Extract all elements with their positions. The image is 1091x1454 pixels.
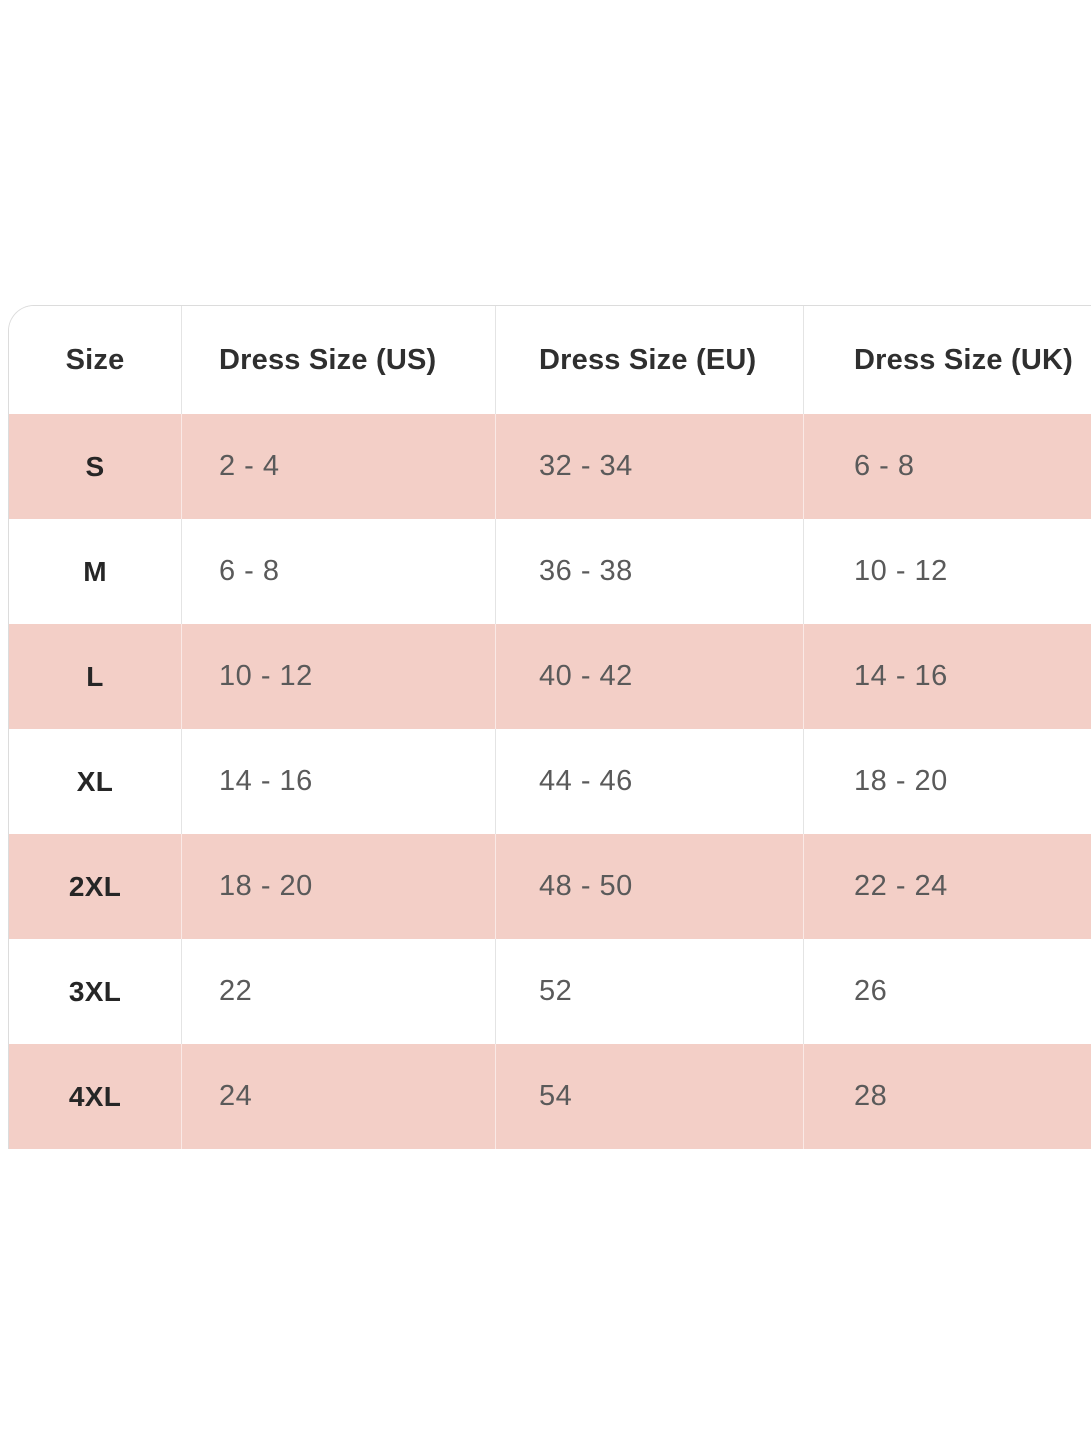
table-row-3xl: 3XL 22 52 26 [9,939,1091,1044]
table-row-4xl: 4XL 24 54 28 [9,1044,1091,1149]
us-cell: 18 - 20 [181,834,495,939]
us-cell: 6 - 8 [181,519,495,624]
uk-cell: 18 - 20 [803,729,1091,834]
eu-cell: 40 - 42 [495,624,803,729]
column-header-dress-size-uk: Dress Size (UK) [803,306,1091,414]
eu-cell: 36 - 38 [495,519,803,624]
eu-cell: 32 - 34 [495,414,803,519]
uk-cell: 26 [803,939,1091,1044]
eu-cell: 48 - 50 [495,834,803,939]
uk-cell: 10 - 12 [803,519,1091,624]
eu-cell: 52 [495,939,803,1044]
size-cell: M [83,555,107,587]
table-row-s: S 2 - 4 32 - 34 6 - 8 [9,414,1091,519]
column-header-dress-size-eu: Dress Size (EU) [495,306,803,414]
size-cell: L [86,660,104,692]
size-cell: 3XL [68,975,122,1007]
size-conversion-table: Size Dress Size (US) Dress Size (EU) Dre… [8,305,1091,1149]
us-cell: 10 - 12 [181,624,495,729]
column-header-dress-size-us: Dress Size (US) [181,306,495,414]
table-row-2xl: 2XL 18 - 20 48 - 50 22 - 24 [9,834,1091,939]
uk-cell: 14 - 16 [803,624,1091,729]
uk-cell: 22 - 24 [803,834,1091,939]
uk-cell: 28 [803,1044,1091,1149]
size-cell: 2XL [68,870,122,902]
table-header-row: Size Dress Size (US) Dress Size (EU) Dre… [9,306,1091,414]
table-row-xl: XL 14 - 16 44 - 46 18 - 20 [9,729,1091,834]
size-cell: S [85,450,105,482]
size-cell: XL [76,765,114,797]
eu-cell: 44 - 46 [495,729,803,834]
column-header-size: Size [65,343,125,376]
eu-cell: 54 [495,1044,803,1149]
us-cell: 2 - 4 [181,414,495,519]
uk-cell: 6 - 8 [803,414,1091,519]
table-row-m: M 6 - 8 36 - 38 10 - 12 [9,519,1091,624]
table-row-l: L 10 - 12 40 - 42 14 - 16 [9,624,1091,729]
size-cell: 4XL [68,1080,122,1112]
us-cell: 22 [181,939,495,1044]
us-cell: 24 [181,1044,495,1149]
us-cell: 14 - 16 [181,729,495,834]
